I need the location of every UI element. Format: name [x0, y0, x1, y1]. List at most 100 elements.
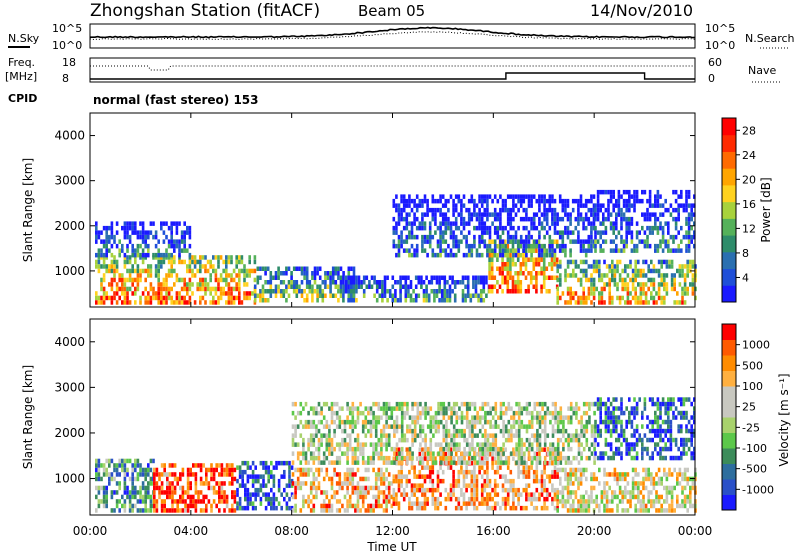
echo-cell: [419, 428, 422, 434]
echo-cell: [691, 277, 695, 283]
echo-cell: [144, 503, 147, 509]
echo-cell: [553, 469, 557, 475]
echo-cell: [520, 406, 524, 411]
echo-cell: [525, 216, 528, 222]
echo-cell: [685, 230, 688, 235]
echo-cell: [574, 264, 578, 269]
echo-cell: [341, 485, 344, 491]
echo-cell: [188, 252, 192, 258]
echo-cell: [533, 401, 537, 407]
echo-cell: [687, 243, 691, 249]
echo-cell: [191, 259, 194, 265]
echo-cell: [569, 300, 572, 305]
echo-cell: [196, 259, 199, 265]
echo-cell: [429, 446, 433, 452]
echo-cell: [387, 406, 391, 411]
echo-cell: [381, 284, 384, 289]
echo-cell: [543, 442, 547, 447]
echo-cell: [599, 397, 602, 402]
freq-trace: [90, 65, 695, 71]
echo-cell: [467, 496, 471, 502]
echo-cell: [595, 268, 598, 274]
echo-cell: [646, 239, 649, 244]
echo-cell: [188, 234, 192, 240]
echo-cell: [267, 465, 270, 470]
echo-cell: [269, 271, 273, 276]
echo-cell: [648, 243, 652, 249]
echo-cell: [556, 490, 559, 495]
echo-cell: [435, 280, 439, 285]
echo-cell: [180, 248, 184, 253]
echo-cell: [97, 230, 101, 235]
echo-cell: [118, 485, 121, 491]
echo-cell: [144, 277, 147, 283]
echo-cell: [447, 446, 451, 452]
echo-cell: [272, 483, 276, 488]
echo-cell: [147, 485, 150, 491]
echo-cell: [372, 419, 375, 425]
echo-cell: [661, 225, 665, 231]
echo-cell: [540, 243, 544, 249]
echo-cell: [548, 289, 551, 294]
echo-cell: [110, 282, 114, 287]
echo-cell: [491, 465, 494, 470]
echo-cell: [372, 494, 375, 500]
echo-cell: [642, 273, 645, 278]
echo-cell: [222, 286, 225, 292]
echo-cell: [693, 221, 696, 226]
echo-cell: [652, 277, 656, 283]
echo-cell: [386, 298, 389, 303]
echo-cell: [215, 503, 218, 509]
echo-cell: [686, 259, 689, 265]
echo-cell: [460, 207, 463, 213]
echo-cell: [669, 212, 673, 217]
echo-cell: [519, 198, 523, 204]
echo-cell: [685, 194, 688, 199]
echo-cell: [566, 212, 570, 217]
echo-cell: [575, 428, 578, 434]
echo-cell: [427, 298, 431, 303]
echo-cell: [227, 286, 231, 292]
echo-cell: [689, 485, 692, 491]
echo-cell: [553, 225, 557, 231]
echo-cell: [473, 496, 476, 502]
echo-cell: [661, 248, 665, 253]
echo-cell: [504, 225, 507, 231]
echo-cell: [455, 446, 459, 452]
echo-cell: [538, 492, 541, 497]
colorbar-frame: [721, 117, 737, 303]
echo-cell: [532, 244, 536, 249]
echo-cell: [537, 257, 541, 262]
echo-cell: [292, 289, 296, 294]
echo-cell: [422, 280, 426, 285]
echo-cell: [102, 494, 106, 500]
echo-cell: [496, 483, 500, 488]
echo-cell: [351, 419, 355, 425]
echo-cell: [97, 300, 101, 305]
echo-cell: [514, 492, 518, 497]
echo-cell: [139, 472, 142, 477]
echo-cell: [296, 476, 300, 482]
echo-cell: [520, 455, 524, 461]
echo-cell: [238, 501, 242, 506]
echo-cell: [330, 415, 334, 420]
echo-cell: [100, 239, 103, 244]
echo-cell: [551, 221, 554, 226]
echo-cell: [449, 456, 453, 461]
echo-cell: [585, 455, 589, 461]
echo-cell: [421, 451, 425, 456]
echo-cell: [496, 225, 500, 231]
echo-cell: [215, 481, 218, 486]
echo-cell: [506, 271, 510, 276]
echo-cell: [232, 268, 236, 274]
echo-cell: [128, 508, 132, 513]
echo-cell: [608, 508, 611, 513]
echo-cell: [566, 490, 570, 495]
echo-cell: [346, 433, 349, 438]
echo-cell: [170, 255, 173, 260]
echo-cell: [141, 481, 145, 486]
echo-cell: [204, 282, 207, 287]
echo-cell: [342, 284, 345, 289]
echo-cell: [499, 465, 502, 470]
echo-cell: [641, 212, 644, 217]
